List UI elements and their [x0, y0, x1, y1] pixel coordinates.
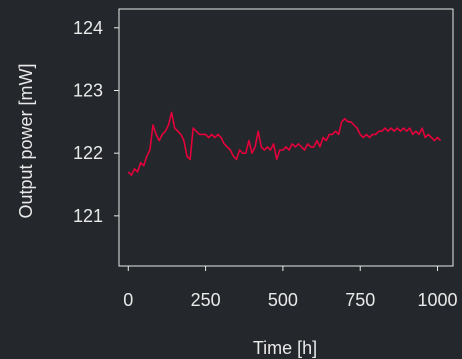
x-tick-label: 250	[191, 290, 221, 310]
ticks: 0 250 500 750 1000 121 122 123 124	[73, 18, 458, 310]
y-tick-label: 124	[73, 18, 103, 38]
series	[127, 111, 442, 176]
x-tick-label: 750	[345, 290, 375, 310]
x-tick-label: 1000	[418, 290, 458, 310]
y-tick-label: 121	[73, 206, 103, 226]
y-tick-label: 123	[73, 80, 103, 100]
x-tick-label: 500	[268, 290, 298, 310]
y-axis-label: Output power [mW]	[16, 63, 36, 218]
x-axis-label: Time [h]	[253, 338, 317, 358]
series-line	[127, 111, 442, 176]
y-tick-label: 122	[73, 143, 103, 163]
axes	[118, 8, 454, 267]
x-tick-label: 0	[123, 290, 133, 310]
plot-frame	[118, 8, 454, 267]
